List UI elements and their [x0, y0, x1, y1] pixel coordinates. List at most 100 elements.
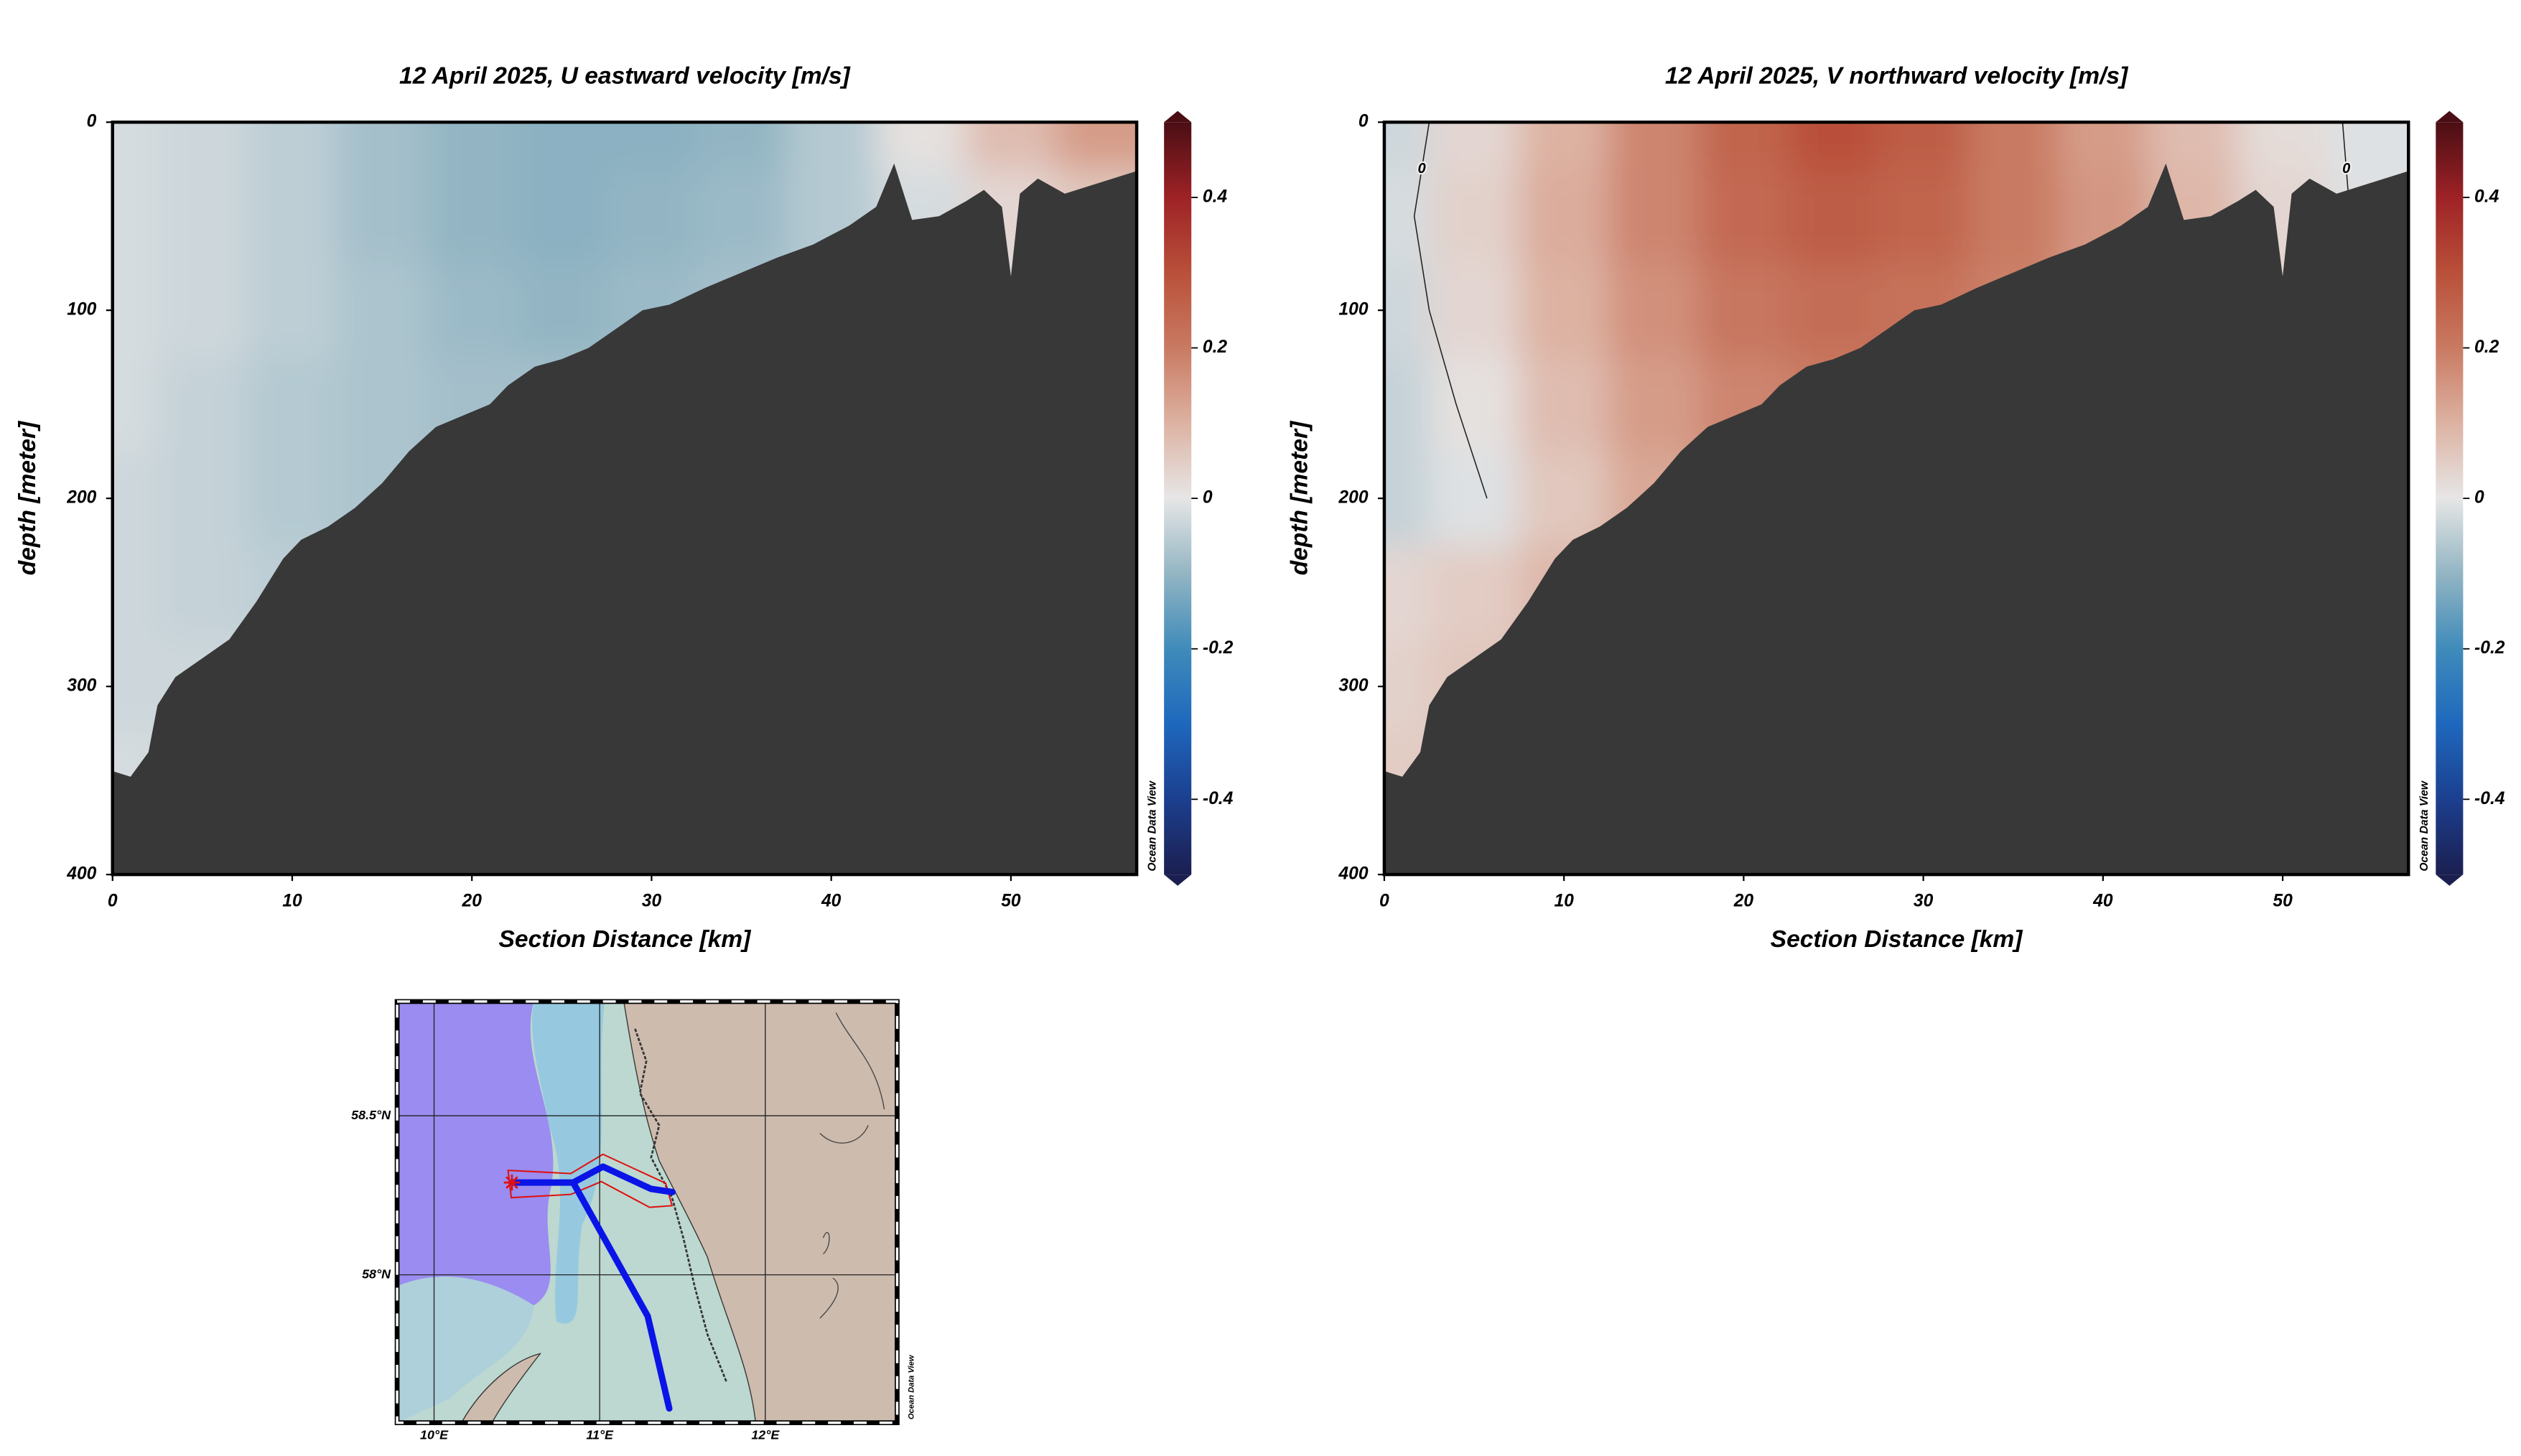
field-cell [157, 263, 248, 358]
y-axis-label: depth [meter] [1286, 420, 1313, 575]
x-tick-label: 30 [642, 892, 662, 911]
y-tick-label: 300 [67, 676, 96, 696]
field-cell [1056, 122, 1137, 170]
field-cell [1968, 169, 2059, 264]
chart-title: 12 April 2025, U eastward velocity [m/s] [399, 62, 852, 89]
colorbar-cap [2436, 874, 2464, 886]
field-cell [112, 545, 159, 640]
x-tick-label: 40 [821, 892, 842, 911]
field-cell [2327, 122, 2409, 170]
plot-area [112, 122, 1137, 875]
field-cell [606, 122, 698, 170]
field-cell [1429, 122, 1520, 170]
x-tick-label: 20 [462, 892, 483, 911]
watermark: Ocean Data View [1147, 780, 1159, 871]
field-cell [1384, 451, 1430, 546]
field-cell [1608, 169, 1700, 264]
x-tick-label: 0 [108, 892, 118, 911]
colorbar-tick-label: 0 [2474, 488, 2484, 508]
field-cell [1384, 169, 1430, 264]
field-cell [876, 122, 967, 170]
field-cell [112, 169, 159, 264]
x-tick-label: 11°E [586, 1427, 614, 1442]
field-cell [427, 263, 518, 358]
field-cell [696, 169, 788, 264]
x-tick-label: 10°E [420, 1427, 449, 1442]
field-cell [1384, 122, 1430, 170]
field-cell [157, 545, 248, 640]
field-cell [1519, 357, 1610, 452]
field-cell [1384, 357, 1430, 452]
field-cell [1519, 263, 1610, 358]
field-cell [247, 357, 338, 452]
y-tick-label: 400 [1338, 864, 1368, 884]
x-tick-label: 10 [1554, 892, 1574, 911]
field-cell [427, 122, 518, 170]
field-cell [112, 122, 159, 170]
y-tick-label: 58°N [362, 1266, 391, 1281]
field-cell [1788, 263, 1880, 358]
colorbar-tick-label: -0.2 [2474, 638, 2505, 658]
field-cell [966, 122, 1057, 170]
field-cell [1878, 122, 1970, 170]
field-cell [1429, 263, 1520, 358]
field-cell [1429, 357, 1520, 452]
x-tick-label: 12°E [751, 1427, 780, 1442]
field-cell [1698, 122, 1790, 170]
field-cell [1878, 169, 1970, 264]
field-cell [1968, 122, 2059, 170]
seafloor [1384, 163, 2409, 875]
colorbar-tick-label: -0.2 [1203, 638, 1234, 658]
field-cell [112, 639, 159, 734]
y-tick-label: 100 [67, 300, 96, 319]
field-cell [1608, 357, 1700, 452]
field-cell [696, 122, 788, 170]
seafloor [112, 163, 1137, 875]
watermark: Ocean Data View [908, 1354, 916, 1419]
field-cell [1519, 169, 1610, 264]
field-cell [112, 357, 159, 452]
colorbar-cap [1164, 111, 1192, 123]
field-cell [1788, 122, 1880, 170]
field-cell [112, 263, 159, 358]
chart-title: 12 April 2025, V northward velocity [m/s… [1665, 62, 2129, 89]
field-cell [1384, 545, 1430, 640]
map-frame-dash [396, 1000, 899, 1424]
contour-label: 0 [2342, 161, 2350, 177]
x-axis-label: Section Distance [km] [499, 926, 752, 953]
field-cell [157, 122, 248, 170]
colorbar [1164, 122, 1192, 875]
field-cell [1788, 169, 1880, 264]
y-tick-label: 400 [66, 864, 96, 884]
field-cell [247, 263, 338, 358]
field-cell [1429, 545, 1520, 640]
colorbar-cap [2436, 111, 2464, 123]
field-cell [1608, 122, 1700, 170]
field-cell [1429, 451, 1520, 546]
cruise-track [508, 1163, 676, 1412]
field-cell [1519, 122, 1610, 170]
field-cell [1698, 169, 1790, 264]
x-tick-label: 30 [1914, 892, 1934, 911]
field-cell [157, 451, 248, 546]
field-cell [247, 122, 338, 170]
x-tick-label: 50 [2273, 892, 2293, 911]
contour-line [1413, 122, 1488, 499]
colorbar [2436, 122, 2464, 875]
field-cell [2058, 122, 2149, 170]
y-tick-label: 0 [1359, 112, 1369, 131]
y-tick-label: 200 [1338, 488, 1368, 508]
colorbar-tick-label: 0 [1203, 488, 1213, 508]
contour-label: 0 [1417, 161, 1425, 177]
field-cell [516, 122, 608, 170]
x-tick-label: 0 [1379, 892, 1389, 911]
colorbar-tick-label: 0.2 [2474, 337, 2499, 357]
x-tick-label: 50 [1001, 892, 1021, 911]
field-cell [1384, 639, 1430, 734]
y-tick-label: 300 [1338, 676, 1368, 696]
watermark: Ocean Data View [2418, 780, 2431, 871]
field-cell [337, 357, 428, 452]
colorbar-tick-label: 0.2 [1203, 337, 1228, 357]
x-tick-label: 40 [2092, 892, 2113, 911]
field-cell [786, 122, 877, 170]
